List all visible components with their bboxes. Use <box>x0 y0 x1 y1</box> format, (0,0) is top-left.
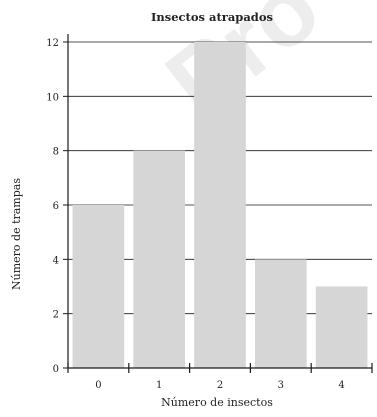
axis-layer <box>63 34 373 373</box>
y-tick-label-0: 0 <box>53 364 59 375</box>
x-tick-label-1: 1 <box>156 380 162 391</box>
y-axis-title: Número de trampas <box>10 178 23 290</box>
x-tick-label-3: 3 <box>278 380 284 391</box>
bar-4 <box>315 286 368 368</box>
x-axis-title: Número de insectos <box>161 396 273 409</box>
x-tick-label-0: 0 <box>95 380 101 391</box>
bar-0 <box>72 205 125 368</box>
y-tick-label-10: 10 <box>46 92 59 103</box>
x-tick-label-4: 4 <box>338 380 344 391</box>
y-tick-label-4: 4 <box>53 255 59 266</box>
bar-layer <box>72 42 368 368</box>
x-tick-label-2: 2 <box>217 380 223 391</box>
y-tick-label-2: 2 <box>53 310 59 321</box>
bar-2 <box>194 42 246 368</box>
chart-title: Insectos atrapados <box>151 10 273 24</box>
y-tick-label-12: 12 <box>46 38 59 49</box>
bar-3 <box>254 259 307 368</box>
y-tick-label-6: 6 <box>53 201 59 212</box>
bar-1 <box>133 150 186 368</box>
label-layer: Insectos atrapados Número de insectos Nú… <box>10 10 345 409</box>
y-tick-label-8: 8 <box>53 147 59 158</box>
